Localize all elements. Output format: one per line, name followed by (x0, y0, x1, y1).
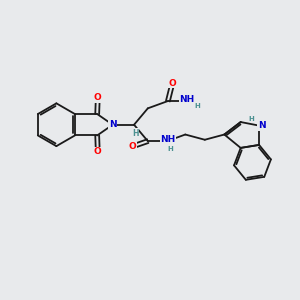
Text: O: O (94, 93, 102, 102)
Text: NH: NH (180, 95, 195, 104)
Text: H: H (132, 129, 139, 138)
Text: H: H (249, 116, 254, 122)
Text: O: O (94, 147, 102, 156)
Text: N: N (258, 121, 265, 130)
Text: N: N (109, 120, 116, 129)
Text: O: O (128, 142, 136, 151)
Text: H: H (167, 146, 173, 152)
Text: H: H (194, 103, 200, 109)
Text: NH: NH (160, 134, 175, 143)
Text: O: O (169, 79, 176, 88)
